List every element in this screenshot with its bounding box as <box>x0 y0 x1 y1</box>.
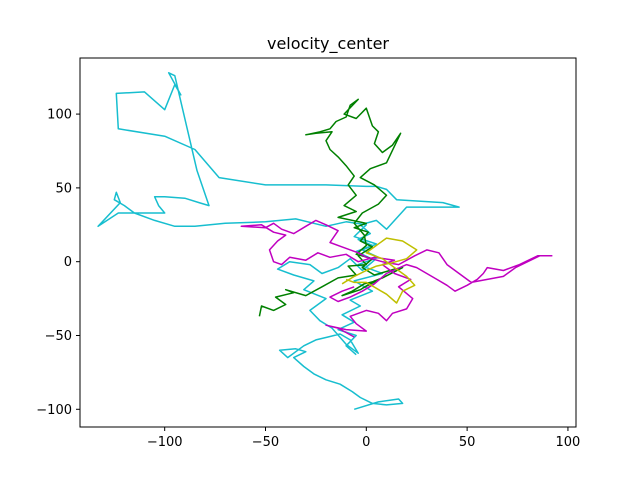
series-line-2 <box>259 99 402 316</box>
chart-title: velocity_center <box>267 34 389 54</box>
x-tick-label: −100 <box>147 435 183 450</box>
x-tick-label: −50 <box>252 435 279 450</box>
y-tick-label: 0 <box>64 255 72 270</box>
x-tick-label: 100 <box>556 435 581 450</box>
y-tick-label: 50 <box>55 181 72 196</box>
y-tick-label: −100 <box>36 403 72 418</box>
series-line-3 <box>241 220 552 337</box>
y-tick-label: 100 <box>47 108 72 123</box>
x-tick-label: 0 <box>362 435 370 450</box>
plot-area-frame <box>80 58 576 427</box>
x-tick-label: 50 <box>459 435 476 450</box>
y-tick-label: −50 <box>45 329 72 344</box>
